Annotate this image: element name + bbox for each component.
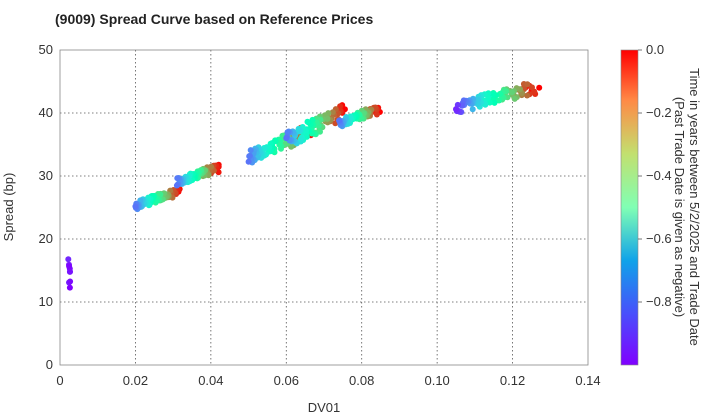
data-point (491, 99, 498, 106)
data-point (261, 145, 268, 152)
plot-frame (59, 49, 589, 366)
data-point (67, 278, 74, 285)
colorbar-label: Time in years between 5/2/2025 and Trade… (672, 68, 702, 346)
x-tick-label: 0 (56, 373, 63, 388)
x-tick-label: 0.12 (500, 373, 525, 388)
x-tick-label: 0.06 (274, 373, 299, 388)
data-point (329, 109, 336, 116)
x-tick-label: 0.14 (575, 373, 600, 388)
data-point (276, 141, 283, 148)
data-point (132, 203, 139, 210)
y-tick-labels: 0 10 20 30 40 50 (39, 42, 53, 372)
colorbar-tick-labels: 0.0 −0.2 −0.4 −0.6 −0.8 (638, 42, 672, 309)
y-axis-label: Spread (bp) (1, 173, 16, 242)
data-point (156, 191, 163, 198)
data-point (469, 106, 476, 113)
data-point (337, 103, 344, 110)
data-point (511, 95, 518, 102)
colorbar-label-line: (Past Trade Date is given as negative) (672, 97, 687, 317)
data-point (65, 256, 72, 263)
y-tick-label: 0 (46, 357, 53, 372)
y-tick-label: 40 (39, 105, 53, 120)
chart-title: (9009) Spread Curve based on Reference P… (55, 11, 373, 27)
data-point (245, 158, 252, 165)
y-tick-label: 20 (39, 231, 53, 246)
colorbar-tick-label: −0.6 (646, 231, 672, 246)
data-point (283, 135, 290, 142)
colorbar-label-line: Time in years between 5/2/2025 and Trade… (687, 68, 702, 346)
data-point (66, 263, 73, 270)
x-tick-label: 0.08 (349, 373, 374, 388)
data-point (536, 84, 543, 91)
scatter-points (65, 81, 543, 291)
y-tick-label: 50 (39, 42, 53, 57)
colorbar-tick-label: −0.8 (646, 294, 672, 309)
data-point (174, 175, 181, 182)
data-point (246, 153, 253, 160)
x-tick-label: 0.02 (123, 373, 148, 388)
colorbar (620, 49, 639, 366)
x-tick-label: 0.10 (424, 373, 449, 388)
x-tick-label: 0.04 (198, 373, 223, 388)
data-point (490, 91, 497, 98)
y-tick-label: 10 (39, 294, 53, 309)
x-tick-labels: 0 0.02 0.04 0.06 0.08 0.10 0.12 0.14 (56, 373, 600, 388)
data-point (284, 129, 291, 136)
data-point (524, 81, 531, 88)
x-axis-label: DV01 (308, 400, 341, 415)
grid-lines (60, 50, 588, 365)
colorbar-tick-label: 0.0 (646, 42, 664, 57)
data-point (508, 89, 515, 96)
data-point (336, 117, 343, 124)
data-point (524, 92, 531, 99)
data-point (304, 118, 311, 125)
colorbar-tick-label: −0.2 (646, 105, 672, 120)
y-tick-label: 30 (39, 168, 53, 183)
data-point (529, 84, 535, 91)
data-point (66, 284, 73, 291)
data-point (247, 147, 254, 154)
data-point (373, 111, 380, 118)
data-point (173, 182, 180, 189)
colorbar-tick-label: −0.4 (646, 168, 672, 183)
data-point (215, 169, 222, 176)
data-point (453, 106, 459, 113)
